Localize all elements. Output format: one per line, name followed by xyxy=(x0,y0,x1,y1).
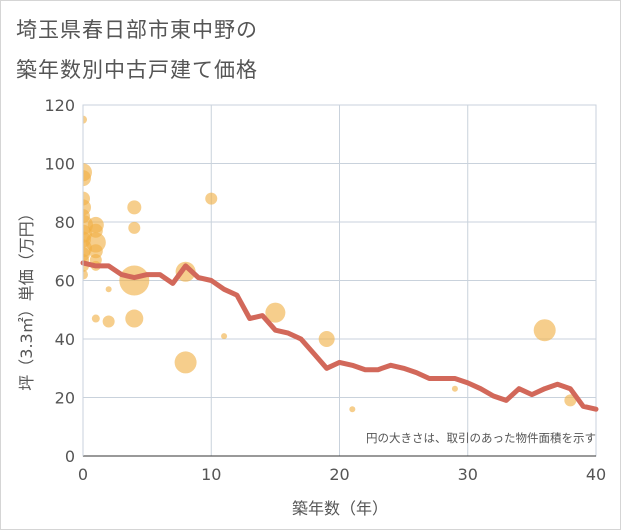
y-tick-label: 40 xyxy=(55,330,75,349)
data-bubble xyxy=(564,394,577,407)
y-tick-label: 100 xyxy=(44,155,75,174)
data-bubble xyxy=(221,333,228,340)
y-tick-label: 80 xyxy=(55,213,75,232)
y-tick-label: 120 xyxy=(44,96,75,115)
chart-title-line-2: 築年数別中古戸建て価格 xyxy=(16,58,258,82)
chart-title-line-1: 埼玉県春日部市東中野の xyxy=(16,18,258,42)
data-bubble xyxy=(451,385,458,392)
data-bubble xyxy=(83,115,87,124)
data-bubble xyxy=(102,315,115,328)
data-bubble xyxy=(349,406,356,413)
data-bubble xyxy=(318,331,335,347)
trend-layer xyxy=(80,260,599,412)
y-tick-label: 20 xyxy=(55,389,75,408)
data-bubble xyxy=(83,269,88,280)
x-tick-label: 20 xyxy=(329,465,349,484)
size-annotation: 円の大きさは、取引のあった物件面積を示す xyxy=(366,431,596,445)
data-bubble xyxy=(125,309,144,328)
y-tick-label: 60 xyxy=(55,272,75,291)
data-bubble xyxy=(174,351,197,374)
data-bubble xyxy=(127,200,142,215)
data-bubble xyxy=(119,265,150,296)
x-tick-label: 10 xyxy=(201,465,221,484)
data-bubble xyxy=(88,244,103,259)
data-bubble xyxy=(265,302,286,323)
x-axis-label: 築年数（年） xyxy=(292,499,388,518)
bubble-layer xyxy=(83,115,577,413)
data-bubble xyxy=(83,170,91,187)
y-tick-label: 0 xyxy=(65,447,75,466)
data-bubble xyxy=(533,319,556,342)
axes-layer: 0 20 40 60 80 100 120 0 10 20 30 40 xyxy=(44,96,606,484)
data-bubble xyxy=(91,314,100,323)
x-tick-label: 0 xyxy=(78,465,88,484)
average-price-trend-line xyxy=(80,260,599,412)
data-bubble xyxy=(128,221,141,234)
data-bubble xyxy=(205,192,218,205)
x-tick-label: 30 xyxy=(458,465,478,484)
x-tick-label: 40 xyxy=(586,465,606,484)
y-axis-label: 坪（3.3㎡）単価（万円） xyxy=(17,205,36,390)
data-bubble xyxy=(105,286,112,293)
